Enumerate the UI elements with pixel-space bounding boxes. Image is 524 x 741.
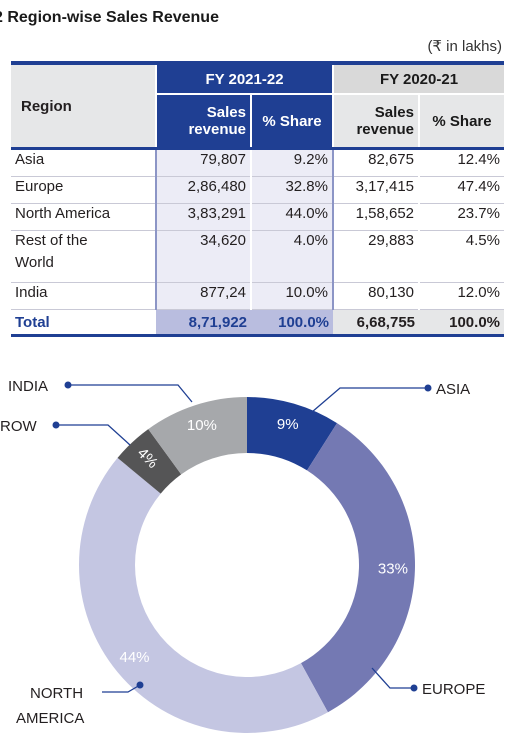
table-row-region: North America	[11, 203, 156, 231]
fy2-sales-header: Sales revenue	[332, 94, 419, 149]
cell-share-fy2: 4.5%	[418, 230, 504, 283]
sales-table: Region FY 2021-22 FY 2020-21 Sales reven…	[11, 61, 504, 337]
fy2-share-header: % Share	[418, 94, 504, 149]
callout-north-america-2: AMERICA	[16, 710, 84, 727]
slice-label-europe: 33%	[378, 561, 408, 578]
fy1-sales-header-l1: Sales	[206, 104, 246, 121]
cell-share-fy1: 4.0%	[250, 230, 334, 283]
cell-sales-fy1: 877,24	[155, 282, 251, 310]
slice-label-india: 10%	[187, 417, 217, 434]
cell-share-fy2: 12.4%	[418, 147, 504, 177]
cell-sales-fy1: 34,620	[155, 230, 251, 283]
callout-asia: ASIA	[436, 381, 470, 398]
cell-share-fy2: 47.4%	[418, 176, 504, 204]
cell-share-fy1: 10.0%	[250, 282, 334, 310]
cell-share-fy1: 32.8%	[250, 176, 334, 204]
table-row-region: Rest of the World	[11, 230, 156, 283]
fy1-sales-header: Sales revenue	[155, 94, 251, 149]
total-label: Total	[11, 309, 156, 337]
fy2-sales-header-l2: revenue	[356, 121, 414, 138]
fy1-sales-header-l2: revenue	[188, 121, 246, 138]
fy2-header: FY 2020-21	[332, 61, 504, 95]
callout-north-america-1: NORTH	[30, 685, 83, 702]
region-line-1: Rest of the	[15, 232, 88, 249]
table-row-region: Europe	[11, 176, 156, 204]
cell-sales-fy2: 1,58,652	[332, 203, 419, 231]
slice-label-asia: 9%	[277, 416, 299, 433]
page-title: 2 Region-wise Sales Revenue	[0, 9, 219, 26]
fy1-share-header: % Share	[250, 94, 333, 149]
cell-sales-fy2: 29,883	[332, 230, 419, 283]
region-header: Region	[11, 61, 156, 149]
unit-note: (₹ in lakhs)	[427, 38, 502, 55]
slice-asia	[247, 397, 338, 471]
cell-share-fy1: 9.2%	[250, 147, 334, 177]
callout-india: INDIA	[8, 378, 48, 395]
cell-share-fy2: 12.0%	[418, 282, 504, 310]
callout-row: ROW	[0, 418, 38, 435]
slice-north-america	[78, 457, 328, 733]
cell-sales-fy1: 79,807	[155, 147, 251, 177]
total-share-fy2: 100.0%	[419, 309, 504, 337]
table-row-region: Asia	[11, 147, 156, 177]
total-share-fy1: 100.0%	[251, 309, 333, 337]
slice-row	[117, 429, 182, 494]
cell-share-fy2: 23.7%	[418, 203, 504, 231]
cell-sales-fy2: 3,17,415	[332, 176, 419, 204]
cell-share-fy1: 44.0%	[250, 203, 334, 231]
cell-sales-fy1: 3,83,291	[155, 203, 251, 231]
slice-india	[148, 397, 247, 475]
cell-sales-fy2: 82,675	[332, 147, 419, 177]
donut-slices	[78, 397, 416, 733]
total-sales-fy1: 8,71,922	[156, 309, 251, 337]
slice-label-north-america: 44%	[119, 649, 149, 666]
table-row-region: India	[11, 282, 156, 310]
fy2-sales-header-l1: Sales	[374, 104, 414, 121]
fy1-header: FY 2021-22	[155, 61, 333, 95]
donut-chart: 9%33%44%4%10% ASIA EUROPE NORTH AMERICA …	[0, 378, 485, 733]
callout-europe: EUROPE	[422, 681, 485, 698]
callouts	[52, 381, 432, 693]
slice-europe	[300, 423, 416, 713]
region-line-2: World	[15, 254, 54, 271]
cell-sales-fy1: 2,86,480	[155, 176, 251, 204]
cell-sales-fy2: 80,130	[332, 282, 419, 310]
total-sales-fy2: 6,68,755	[333, 309, 419, 337]
